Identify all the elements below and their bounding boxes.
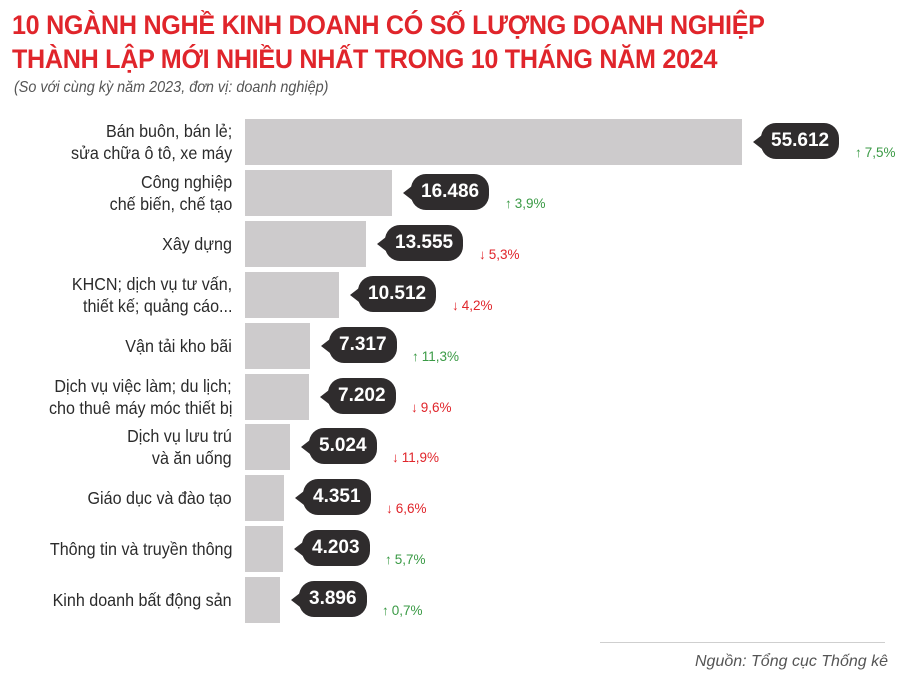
chart-row: Bán buôn, bán lẻ; sửa chữa ô tô, xe máy 55… bbox=[0, 119, 900, 165]
category-label-line: chế biến, chế tạo bbox=[109, 193, 232, 214]
change-percent: 11,9% bbox=[401, 450, 440, 466]
category-label-line: Dịch vụ lưu trú bbox=[127, 426, 232, 447]
chart-title: 10 NGÀNH NGHỀ KINH DOANH CÓ SỐ LƯỢNG DOA… bbox=[12, 8, 830, 76]
chart-subtitle: (So với cùng kỳ năm 2023, đơn vị: doanh … bbox=[14, 79, 329, 96]
arrow-up-icon: ↑ bbox=[855, 145, 862, 160]
chart-title-line-2: THÀNH LẬP MỚI NHIỀU NHẤT TRONG 10 THÁNG … bbox=[12, 44, 718, 74]
category-label-line: và ăn uống bbox=[152, 448, 232, 469]
bar bbox=[245, 322, 310, 369]
chart-row: Dịch vụ việc làm; du lịch; cho thuê máy m… bbox=[0, 373, 900, 420]
change-percent: 4,2% bbox=[461, 297, 493, 313]
category-label-line: sửa chữa ô tô, xe máy bbox=[70, 143, 232, 163]
change-indicator: ↓ 11,9% bbox=[392, 450, 439, 466]
change-percent: 0,7% bbox=[391, 603, 423, 619]
category-label-line: Bán buôn, bán lẻ; bbox=[105, 121, 232, 141]
bar bbox=[245, 220, 366, 267]
bar bbox=[245, 475, 284, 522]
arrow-down-icon: ↓ bbox=[386, 501, 393, 517]
chart-row: Công nghiệp chế biến, chế tạo 16.486 ↑ 3,9% bbox=[0, 169, 900, 216]
category-label-line: Thông tin và truyền thông bbox=[49, 539, 232, 560]
value-bubble: 4.351 bbox=[295, 479, 371, 516]
category-label: Vận tải kho bãi bbox=[0, 323, 232, 369]
change-indicator: ↑ 7,5% bbox=[855, 145, 896, 161]
category-label: Dịch vụ lưu trú và ăn uống bbox=[0, 424, 232, 470]
value-bubble: 7.317 bbox=[321, 326, 397, 363]
value-bubble: 7.202 bbox=[320, 377, 396, 414]
footer-divider bbox=[600, 642, 885, 643]
category-label-line: Kinh doanh bất động sản bbox=[52, 590, 232, 611]
chart-row: Giáo dục và đào tạo 4.351 ↓ 6,6% bbox=[0, 475, 900, 522]
bar bbox=[245, 526, 283, 573]
chart-row: KHCN; dịch vụ tư vấn, thiết kế; quảng cáo… bbox=[0, 271, 900, 318]
arrow-up-icon: ↑ bbox=[505, 195, 512, 211]
category-label-line: Dịch vụ việc làm; du lịch; bbox=[54, 375, 232, 396]
arrow-down-icon: ↓ bbox=[392, 450, 399, 466]
bar bbox=[245, 373, 309, 420]
chart-row: Vận tải kho bãi 7.317 ↑ 11,3% bbox=[0, 322, 900, 369]
change-percent: 7,5% bbox=[864, 145, 896, 160]
change-percent: 6,6% bbox=[395, 501, 427, 517]
change-indicator: ↑ 5,7% bbox=[385, 552, 426, 568]
category-label: Thông tin và truyền thông bbox=[0, 526, 232, 572]
bar bbox=[245, 271, 339, 318]
change-percent: 3,9% bbox=[514, 195, 546, 211]
value-bubble: 4.203 bbox=[294, 530, 370, 567]
change-indicator: ↓ 6,6% bbox=[386, 501, 427, 517]
arrow-down-icon: ↓ bbox=[479, 246, 486, 262]
category-label-line: thiết kế; quảng cáo... bbox=[82, 295, 232, 316]
change-indicator: ↑ 11,3% bbox=[412, 349, 459, 365]
value-bubble: 55.612 bbox=[752, 123, 840, 159]
category-label: Công nghiệp chế biến, chế tạo bbox=[0, 170, 232, 216]
change-indicator: ↑ 3,9% bbox=[505, 196, 546, 212]
value-bubble: 3.896 bbox=[291, 581, 367, 618]
change-indicator: ↓ 4,2% bbox=[452, 298, 493, 314]
bar bbox=[245, 169, 392, 216]
chart-title-line-1: 10 NGÀNH NGHỀ KINH DOANH CÓ SỐ LƯỢNG DOA… bbox=[12, 10, 765, 40]
chart-row: Dịch vụ lưu trú và ăn uống 5.024 ↓ 11,9% bbox=[0, 424, 900, 471]
bar bbox=[245, 577, 280, 624]
source-note: Nguồn: Tổng cục Thống kê bbox=[694, 653, 888, 670]
change-percent: 11,3% bbox=[421, 348, 460, 364]
category-label: Giáo dục và đào tạo bbox=[0, 475, 232, 521]
category-label: Bán buôn, bán lẻ; sửa chữa ô tô, xe máy bbox=[0, 119, 232, 165]
change-percent: 5,7% bbox=[394, 552, 426, 568]
value-bubble: 16.486 bbox=[402, 173, 490, 210]
category-label: Xây dựng bbox=[0, 221, 232, 267]
arrow-down-icon: ↓ bbox=[411, 399, 418, 415]
category-label: Kinh doanh bất động sản bbox=[0, 577, 232, 623]
arrow-up-icon: ↑ bbox=[412, 348, 419, 364]
category-label-line: Công nghiệp bbox=[140, 171, 232, 192]
bar bbox=[245, 119, 742, 165]
value-bubble: 5.024 bbox=[301, 428, 377, 465]
change-indicator: ↑ 0,7% bbox=[382, 603, 423, 619]
chart-row: Thông tin và truyền thông 4.203 ↑ 5,7% bbox=[0, 526, 900, 573]
category-label-line: Giáo dục và đào tạo bbox=[87, 488, 232, 509]
change-percent: 9,6% bbox=[420, 399, 452, 415]
category-label: KHCN; dịch vụ tư vấn, thiết kế; quảng cáo… bbox=[0, 272, 232, 318]
change-indicator: ↓ 9,6% bbox=[411, 400, 452, 416]
bar bbox=[245, 424, 290, 471]
arrow-up-icon: ↑ bbox=[382, 603, 389, 619]
category-label-line: cho thuê máy móc thiết bị bbox=[48, 397, 232, 418]
category-label-line: KHCN; dịch vụ tư vấn, bbox=[71, 273, 232, 294]
arrow-down-icon: ↓ bbox=[452, 297, 459, 313]
value-bubble: 13.555 bbox=[376, 224, 464, 261]
category-label-line: Xây dựng bbox=[162, 233, 232, 254]
category-label: Dịch vụ việc làm; du lịch; cho thuê máy m… bbox=[0, 374, 232, 420]
change-percent: 5,3% bbox=[488, 246, 520, 262]
chart-row: Xây dựng 13.555 ↓ 5,3% bbox=[0, 220, 900, 267]
arrow-up-icon: ↑ bbox=[385, 552, 392, 568]
chart-row: Kinh doanh bất động sản 3.896 ↑ 0,7% bbox=[0, 577, 900, 624]
category-label-line: Vận tải kho bãi bbox=[125, 335, 232, 356]
value-bubble: 10.512 bbox=[349, 275, 437, 312]
change-indicator: ↓ 5,3% bbox=[479, 247, 520, 263]
